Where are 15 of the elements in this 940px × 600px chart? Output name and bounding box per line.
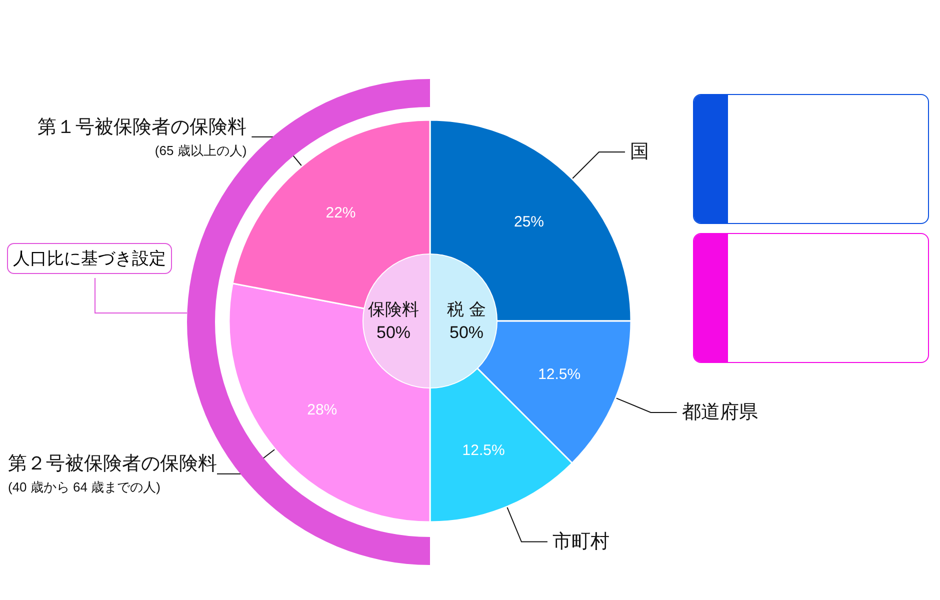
slice-label: 第２号被保険者の保険料 (40 歳から 64 歳までの人) [8, 453, 217, 494]
data-label: 12.5% [462, 442, 505, 459]
data-label: 22% [326, 204, 356, 222]
data-label: 28% [307, 402, 338, 419]
slice-label: 保険料 [368, 300, 419, 319]
slice-label: 第１号被保険者の保険料 (65 歳以上の人) [38, 116, 247, 158]
slice-label: 国 [630, 142, 649, 162]
slice-label: 都道府県 [682, 400, 758, 423]
data-label: 50% [449, 323, 484, 342]
text: 人口比に基づき設定 [7, 243, 172, 274]
data-label: 25% [514, 214, 544, 231]
data-label: 12.5% [538, 366, 581, 384]
data-label: 50% [376, 323, 411, 342]
slice-label: 市町村 [552, 530, 610, 552]
slice-label: 税 金 [447, 300, 486, 319]
